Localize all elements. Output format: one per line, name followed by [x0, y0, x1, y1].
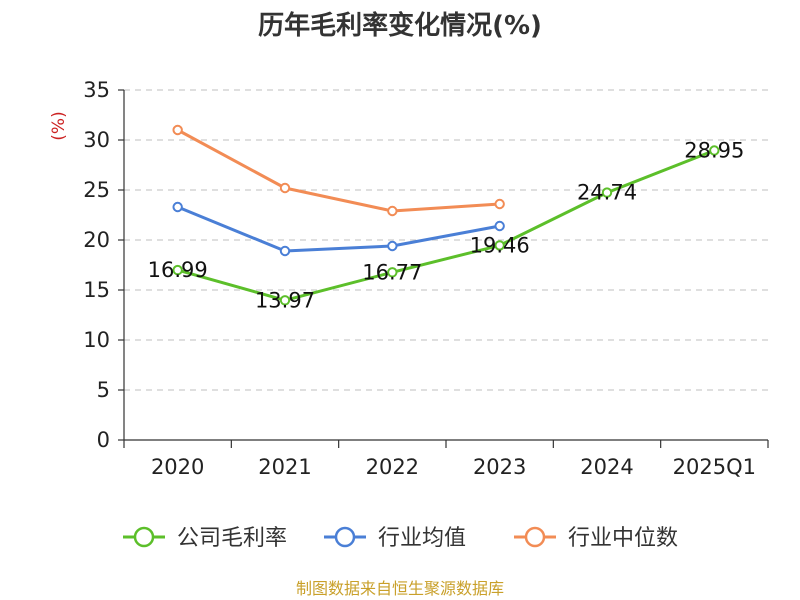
series-lines — [172, 124, 720, 306]
data-point-s2-2021[interactable] — [279, 182, 291, 194]
data-label-2021: 13.97 — [255, 288, 315, 312]
data-point-s0-2024[interactable] — [601, 187, 613, 198]
y-tick-label: 25 — [83, 178, 110, 202]
data-source-note: 制图数据来自恒生聚源数据库 — [296, 579, 504, 598]
data-point-s1-2020[interactable] — [172, 201, 183, 213]
data-point-s1-2023[interactable] — [494, 220, 505, 232]
y-tick-label: 20 — [83, 228, 110, 252]
y-tick-label: 15 — [83, 278, 110, 302]
data-point-s2-2022[interactable] — [387, 205, 398, 217]
data-label-2025Q1: 28.95 — [684, 139, 744, 163]
series-line-0[interactable] — [176, 149, 716, 302]
y-tick-label: 5 — [97, 378, 110, 402]
legend-item-0[interactable]: 公司毛利率 — [123, 526, 287, 551]
legend-swatch-marker — [524, 526, 546, 548]
data-label-2024: 24.74 — [577, 181, 637, 205]
legend-label: 行业中位数 — [568, 526, 678, 551]
series-line-1[interactable] — [176, 205, 502, 253]
axes: 0 5 10 15 20 25 30 35 2020 2021 2022 2023 2024 2025Q1 — [83, 78, 769, 479]
grid-lines — [124, 89, 768, 391]
x-tick-label-2022: 2022 — [366, 455, 419, 479]
data-point-s2-2023[interactable] — [494, 198, 505, 210]
legend-item-2[interactable]: 行业中位数 — [514, 526, 678, 551]
data-point-s0-2025Q1[interactable] — [709, 145, 720, 156]
legend[interactable]: 公司毛利率 行业均值 行业中位数 — [123, 526, 678, 551]
legend-swatch-marker — [133, 526, 155, 548]
y-axis-unit-label: (%) — [49, 111, 69, 140]
data-point-s0-2021[interactable] — [279, 295, 291, 306]
legend-label: 行业均值 — [378, 526, 466, 551]
data-label-2023: 19.46 — [470, 233, 530, 257]
y-tick-label: 35 — [83, 78, 110, 102]
legend-swatch-marker — [334, 526, 356, 548]
legend-item-1[interactable]: 行业均值 — [324, 526, 466, 551]
data-label-2020: 16.99 — [148, 258, 208, 282]
data-point-s1-2021[interactable] — [279, 245, 291, 257]
data-label-2022: 16.77 — [362, 260, 422, 284]
data-point-s0-2020[interactable] — [172, 264, 183, 276]
data-labels: 16.99 13.97 16.77 19.46 24.74 28.95 — [148, 139, 745, 313]
x-tick-label-2023: 2023 — [473, 455, 526, 479]
y-tick-label: 0 — [97, 428, 110, 452]
x-tick-label-2024: 2024 — [580, 455, 633, 479]
legend-label: 公司毛利率 — [177, 526, 287, 551]
x-tick-label-2020: 2020 — [151, 455, 204, 479]
data-point-s1-2022[interactable] — [387, 240, 398, 252]
y-tick-label: 10 — [83, 328, 110, 352]
data-point-s0-2023[interactable] — [494, 240, 505, 251]
chart-title: 历年毛利率变化情况(%) — [258, 10, 542, 41]
y-tick-label: 30 — [83, 128, 110, 152]
x-tick-label-2025Q1: 2025Q1 — [673, 455, 756, 479]
data-point-s2-2020[interactable] — [172, 124, 183, 136]
x-tick-label-2021: 2021 — [258, 455, 311, 479]
data-point-s0-2022[interactable] — [387, 267, 398, 278]
series-line-2[interactable] — [176, 128, 502, 213]
